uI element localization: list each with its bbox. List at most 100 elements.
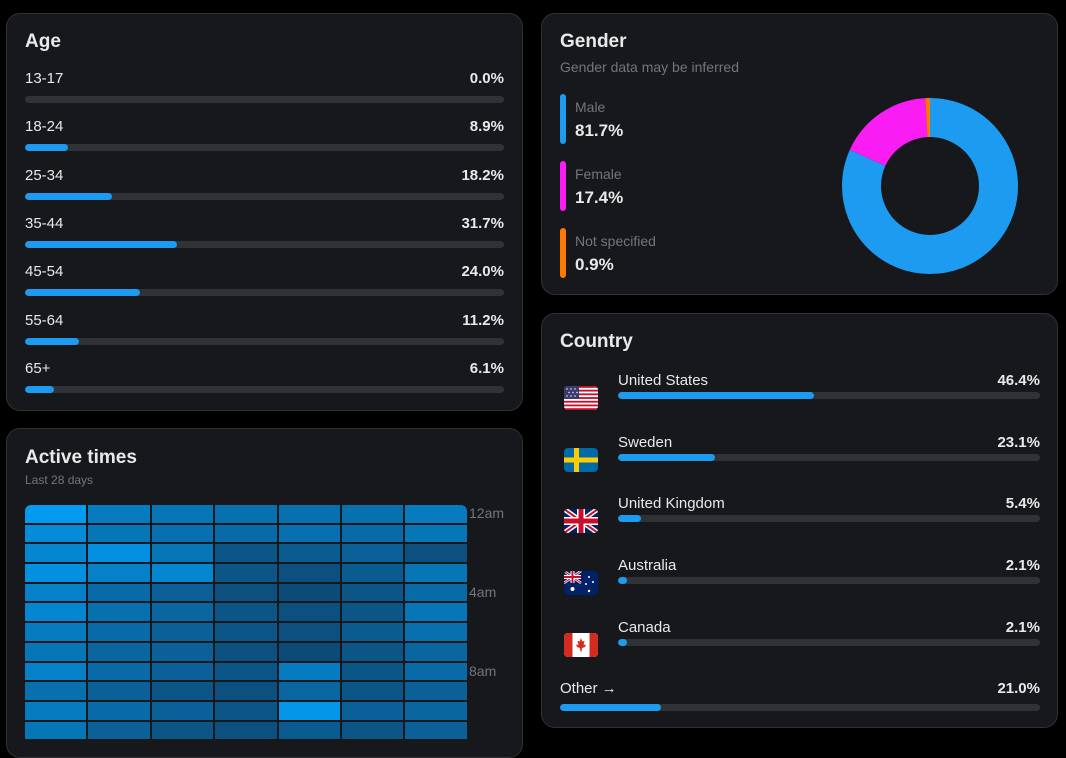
heatmap-row	[25, 505, 467, 523]
heatmap-row	[25, 721, 467, 740]
heatmap-cell	[151, 721, 214, 740]
heatmap-cell	[278, 701, 340, 720]
country-bar-track	[618, 577, 1040, 584]
country-bar-fill	[618, 454, 716, 461]
heatmap-cell	[278, 642, 340, 661]
heatmap-cell	[341, 505, 404, 523]
hour-label-8am: 8am	[469, 663, 497, 679]
heatmap-cell	[25, 505, 87, 523]
heatmap-cell	[88, 603, 150, 622]
country-bar-fill	[618, 577, 627, 584]
heatmap-cell	[278, 583, 340, 602]
heatmap-cell	[341, 662, 404, 681]
age-bar-fill	[25, 192, 113, 200]
age-bar-track	[25, 240, 504, 248]
age-percent: 31.7%	[461, 214, 504, 232]
country-percent: 23.1%	[997, 434, 1040, 451]
country-row-canada: Canada 2.1%	[560, 619, 1040, 667]
age-range-label: 45-54	[25, 263, 64, 281]
country-bar-fill	[618, 639, 627, 646]
gender-legend-value: 17.4%	[575, 188, 624, 207]
heatmap-cell	[405, 721, 467, 740]
country-row-united-states: United States 46.4%	[560, 372, 1040, 420]
heatmap-cell	[341, 682, 404, 700]
age-row: 13-17 0.0%	[25, 70, 504, 104]
country-percent: 2.1%	[1005, 619, 1040, 636]
heatmap-cell	[278, 564, 340, 582]
heatmap-cell	[25, 662, 87, 681]
gender-card: Gender Gender data may be inferred Male …	[541, 13, 1058, 295]
heatmap-cell	[215, 642, 277, 661]
country-row-sweden: Sweden 23.1%	[560, 434, 1040, 482]
country-percent: 2.1%	[1005, 557, 1040, 574]
heatmap-cell	[88, 721, 150, 740]
heatmap-cell	[341, 544, 404, 563]
heatmap-cell	[88, 505, 150, 523]
age-percent: 11.2%	[462, 311, 504, 329]
age-card: Age 13-17 0.0% 18-24 8.9% 25-34 18.2% 35-44 31.…	[6, 13, 523, 411]
heatmap-cell	[215, 524, 277, 543]
heatmap-row	[25, 642, 467, 661]
country-bar-track	[618, 392, 1040, 399]
heatmap-cell	[151, 701, 214, 720]
canada-flag-icon	[564, 633, 598, 657]
heatmap-cell	[215, 623, 277, 641]
country-name: Australia	[618, 557, 677, 574]
heatmap-cell	[341, 603, 404, 622]
age-row: 45-54 24.0%	[25, 263, 504, 297]
gender-subtitle: Gender data may be inferred	[560, 59, 739, 75]
heatmap-cell	[151, 662, 214, 681]
age-bar-track	[25, 96, 504, 103]
heatmap-cell	[341, 524, 404, 543]
heatmap-cell	[278, 682, 340, 700]
heatmap-cell	[405, 701, 467, 720]
country-percent: 21.0%	[997, 680, 1040, 697]
age-range-label: 25-34	[25, 166, 64, 184]
country-bar-track	[618, 454, 1040, 461]
heatmap-cell	[278, 721, 340, 740]
age-row: 18-24 8.9%	[25, 118, 504, 152]
heatmap-cell	[278, 524, 340, 543]
country-card: Country United States 46.4%	[541, 313, 1058, 728]
age-range-label: 55-64	[25, 311, 64, 329]
age-bar-fill	[25, 240, 177, 248]
age-range-label: 65+	[25, 359, 51, 377]
heatmap-cell	[405, 642, 467, 661]
age-row: 55-64 11.2%	[25, 312, 504, 346]
age-percent: 18.2%	[461, 166, 504, 184]
heatmap-cell	[405, 505, 467, 523]
country-percent: 5.4%	[1005, 495, 1040, 512]
heatmap-row	[25, 564, 467, 582]
heatmap-cell	[278, 603, 340, 622]
not-specified-color-stripe	[560, 228, 566, 278]
heatmap-cell	[405, 603, 467, 622]
heatmap-cell	[151, 623, 214, 641]
age-bar-track	[25, 337, 504, 345]
heatmap-cell	[341, 721, 404, 740]
heatmap-cell	[341, 642, 404, 661]
age-range-label: 13-17	[25, 70, 64, 87]
heatmap-cell	[88, 583, 150, 602]
country-bar-track	[560, 704, 1040, 711]
heatmap-cell	[151, 603, 214, 622]
heatmap-cell	[215, 583, 277, 602]
heatmap-cell	[88, 662, 150, 681]
gender-title: Gender	[560, 31, 627, 52]
country-name: United Kingdom	[618, 495, 725, 512]
gender-legend-value: 0.9%	[575, 255, 614, 274]
heatmap-cell	[215, 564, 277, 582]
active-times-title: Active times	[25, 447, 137, 468]
active-times-subtitle: Last 28 days	[25, 473, 94, 487]
heatmap-cell	[405, 524, 467, 543]
country-row-australia: Australia 2.1%	[560, 557, 1040, 605]
hour-label-12am: 12am	[469, 505, 505, 521]
heatmap-row	[25, 623, 467, 641]
age-bar-fill	[25, 289, 140, 297]
heatmap-cell	[405, 583, 467, 602]
heatmap-cell	[151, 505, 214, 523]
heatmap-cell	[341, 701, 404, 720]
age-bar-fill	[25, 144, 68, 152]
other-countries-link[interactable]: Other →	[560, 680, 617, 697]
age-bar-track	[25, 144, 504, 152]
heatmap-row	[25, 544, 467, 563]
